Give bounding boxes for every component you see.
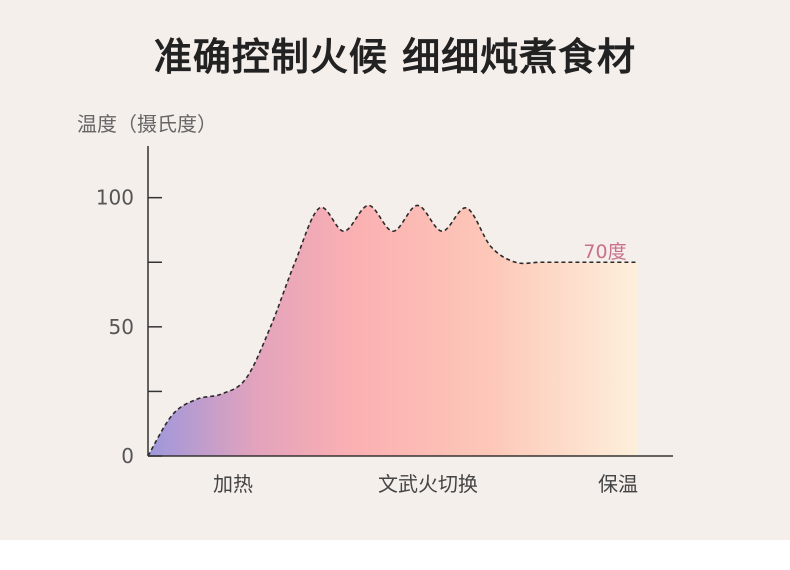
x-stage-label-0: 加热	[213, 472, 253, 496]
x-stage-label-2: 保温	[598, 472, 638, 496]
y-tick-label-100: 100	[96, 186, 134, 210]
x-stage-label-1: 文武火切换	[378, 472, 478, 496]
bottom-strip	[0, 540, 790, 570]
y-tick-label-0: 0	[121, 444, 134, 468]
y-axis-label: 温度（摄氏度）	[77, 112, 217, 136]
y-tick-label-50: 50	[109, 315, 134, 339]
annotation-70: 70度	[583, 241, 626, 263]
chart-title: 准确控制火候 细细炖煮食材	[153, 35, 637, 79]
temperature-area	[148, 205, 638, 456]
temperature-curve	[147, 204, 638, 457]
